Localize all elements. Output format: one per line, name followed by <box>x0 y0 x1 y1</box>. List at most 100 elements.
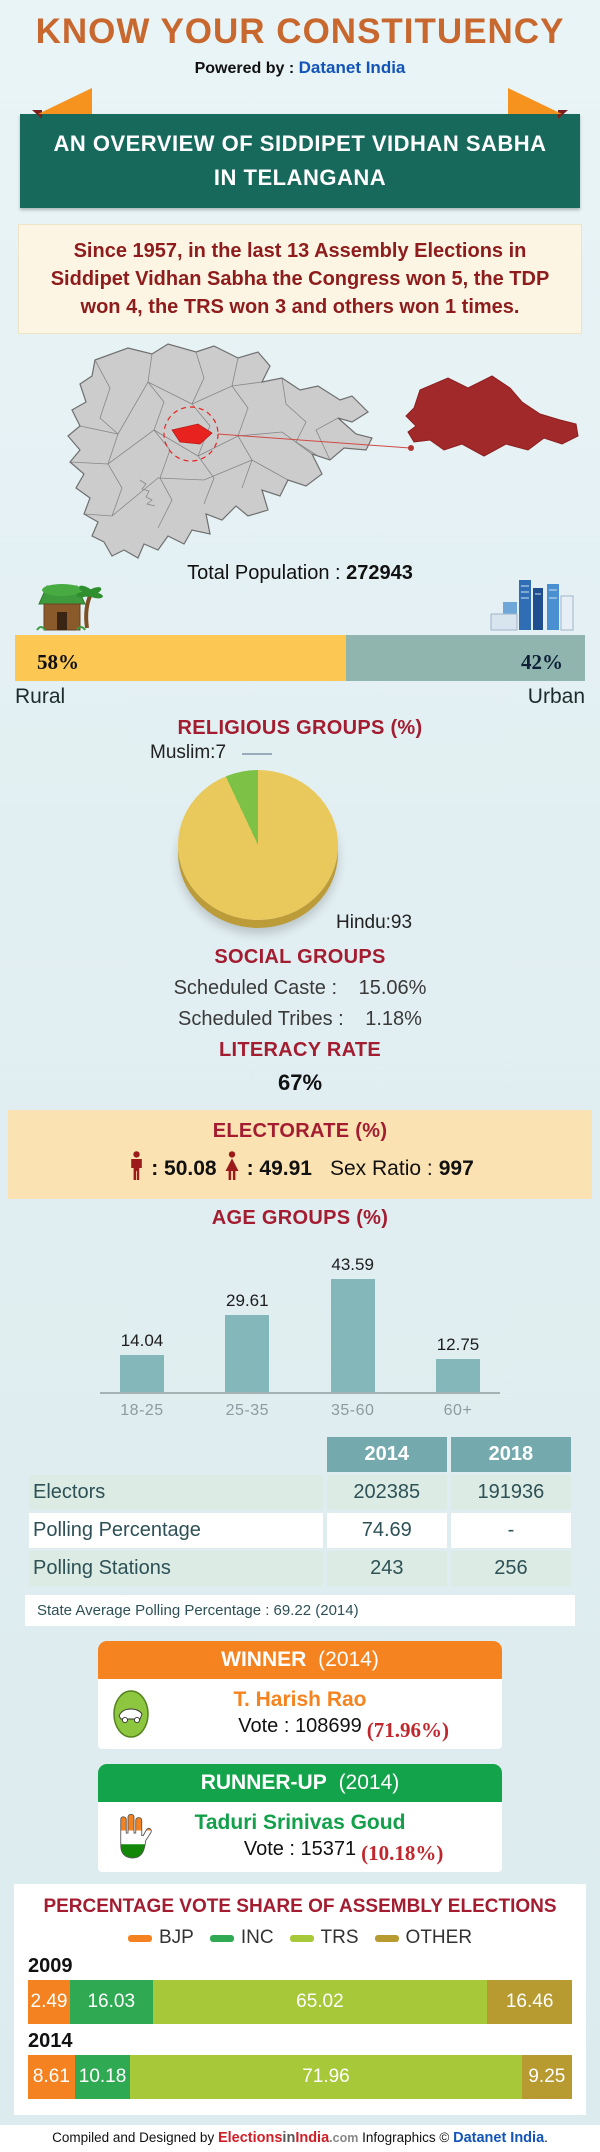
constituency-marker <box>171 423 213 445</box>
segment-value: 71.96 <box>302 2066 350 2088</box>
vote-share-title: PERCENTAGE VOTE SHARE OF ASSEMBLY ELECTI… <box>43 1896 557 1918</box>
footer-prefix: Compiled and Designed by <box>52 2130 218 2145</box>
legend-item: OTHER <box>374 1927 473 1949</box>
split-names: Rural Urban <box>15 685 585 709</box>
rural-bar-segment: 58% <box>15 635 346 682</box>
datanet-brand[interactable]: Datanet India <box>298 58 406 77</box>
winner-body: T. Harish Rao Vote : 108699 (71.96%) <box>98 1679 502 1750</box>
runner-up-vote-count: Vote : 15371 <box>243 1838 357 1861</box>
literacy-rate-value: 67% <box>277 1070 323 1096</box>
male-icon <box>128 1151 145 1187</box>
female-percent: : 49.91 <box>246 1157 312 1181</box>
population-split-bar: 58% 42% <box>15 635 585 682</box>
legend-swatch <box>209 1934 234 1942</box>
footer-period: . <box>544 2130 548 2145</box>
vote-share-year: 2014 <box>28 2030 73 2053</box>
runner-up-body: Taduri Srinivas Goud Vote : 15371 (10.18… <box>98 1802 502 1873</box>
ribbon-fold-right <box>508 88 562 114</box>
scheduled-caste-row: Scheduled Caste : 15.06% <box>0 977 600 1000</box>
religious-groups-title: RELIGIOUS GROUPS (%) <box>177 717 423 740</box>
table-header-blank <box>29 1437 323 1472</box>
age-category-label: 25-35 <box>225 1402 270 1420</box>
banner-text: AN OVERVIEW OF SIDDIPET VIDHAN SABHA IN … <box>20 114 580 209</box>
vote-share-legend: BJP INC TRS OTHER <box>28 1927 572 1949</box>
winner-name: T. Harish Rao <box>233 1688 367 1712</box>
ribbon-fold-left <box>38 88 92 114</box>
age-bar-value: 29.61 <box>226 1291 269 1311</box>
religion-pie-chart: Muslim:7 Hindu:93 <box>0 740 600 938</box>
sex-ratio-label: Sex Ratio : <box>330 1157 433 1181</box>
age-bar <box>435 1359 480 1393</box>
table-row: Electors 202385 191936 <box>29 1475 571 1511</box>
age-bar <box>225 1315 270 1393</box>
electionsinindia-link-end[interactable]: India <box>295 2130 330 2146</box>
ribbon-foldback-left <box>32 110 42 119</box>
legend-label: OTHER <box>405 1927 473 1949</box>
urban-label: Urban <box>527 685 585 709</box>
connector-dot <box>408 445 414 452</box>
legend-swatch <box>374 1934 399 1942</box>
table-header-2018: 2018 <box>450 1437 571 1473</box>
state-average-note: State Average Polling Percentage : 69.22… <box>25 1595 575 1627</box>
age-bar-value: 12.75 <box>436 1335 480 1355</box>
voteshare-segment: 2.49 <box>28 1980 70 2025</box>
voteshare-segment: 9.25 <box>521 2055 572 2100</box>
voteshare-segment: 65.02 <box>152 1980 488 2025</box>
electorate-row: : 50.08 : 49.91 Sex Ratio : 997 <box>8 1151 592 1187</box>
footer-middle: Infographics © <box>358 2130 454 2145</box>
age-bars-row: 14.04 29.61 43.59 12.75 <box>100 1244 500 1395</box>
total-population-value: 272943 <box>346 562 413 585</box>
powered-by: Powered by : Datanet India <box>0 58 600 78</box>
age-bar-value: 14.04 <box>120 1331 164 1351</box>
social-groups-title: SOCIAL GROUPS <box>214 946 386 969</box>
row-value-2014: 74.69 <box>326 1513 447 1549</box>
electorate-band: ELECTORATE (%) : 50.08 : 49.91 Sex Ratio… <box>8 1110 592 1200</box>
age-category-label: 60+ <box>443 1402 473 1420</box>
urban-bar-segment: 42% <box>345 635 585 682</box>
voteshare-bar: 2.49 16.03 65.02 16.46 <box>28 1980 572 2025</box>
legend-item: BJP <box>127 1927 194 1949</box>
literacy-rate-title: LITERACY RATE <box>218 1039 382 1062</box>
scheduled-caste-label: Scheduled Caste : <box>173 977 338 1000</box>
runner-up-vote-percent: (10.18%) <box>361 1841 444 1866</box>
runner-up-header: RUNNER-UP (2014) <box>98 1764 502 1803</box>
row-value-2014: 202385 <box>326 1475 447 1511</box>
footer: Compiled and Designed by ElectionsinIndi… <box>0 2125 600 2152</box>
age-bar-value: 43.59 <box>331 1255 374 1275</box>
electionsinindia-dotcom[interactable]: .com <box>329 2131 359 2145</box>
rural-hut-icon <box>19 582 103 639</box>
scheduled-tribes-row: Scheduled Tribes : 1.18% <box>0 1008 600 1031</box>
electorate-title: ELECTORATE (%) <box>212 1120 388 1143</box>
winner-header-year: (2014) <box>318 1648 379 1672</box>
legend-label: TRS <box>320 1927 359 1949</box>
age-category-label: 18-25 <box>120 1402 164 1420</box>
datanet-india-link[interactable]: Datanet India <box>453 2130 545 2146</box>
table-row: Polling Stations 243 256 <box>29 1551 571 1587</box>
row-label: Polling Stations <box>29 1551 323 1587</box>
winner-vote-count: Vote : 108699 <box>238 1715 362 1738</box>
row-label: Polling Percentage <box>29 1513 323 1549</box>
banner-line2: IN TELANGANA <box>213 165 387 191</box>
state-map <box>67 343 414 560</box>
segment-value: 2.49 <box>30 1991 68 2013</box>
electionsinindia-link[interactable]: Elections <box>217 2130 283 2146</box>
segment-value: 10.18 <box>78 2066 127 2088</box>
row-value-2018: 256 <box>450 1551 571 1587</box>
runner-up-card: RUNNER-UP (2014) Taduri Srinivas Goud <box>98 1764 502 1873</box>
row-value-2018: 191936 <box>450 1475 571 1511</box>
rural-percent: 58% <box>37 650 79 675</box>
voteshare-segment: 8.61 <box>28 2055 75 2100</box>
scheduled-tribes-value: 1.18% <box>365 1008 422 1031</box>
segment-value: 8.61 <box>32 2066 70 2088</box>
winner-header-label: WINNER <box>221 1648 307 1672</box>
muslim-slice-label: Muslim:7 <box>150 742 227 764</box>
constituency-map <box>67 343 579 560</box>
winner-vote: Vote : 108699 (71.96%) <box>110 1715 490 1742</box>
runner-up-header-label: RUNNER-UP <box>200 1771 327 1795</box>
powered-by-label: Powered by : <box>194 60 299 77</box>
electionsinindia-link-mid[interactable]: in <box>282 2130 296 2146</box>
age-column: 29.61 <box>205 1291 289 1393</box>
row-value-2014: 243 <box>326 1551 447 1587</box>
runner-up-vote: Vote : 15371 (10.18%) <box>110 1838 490 1865</box>
